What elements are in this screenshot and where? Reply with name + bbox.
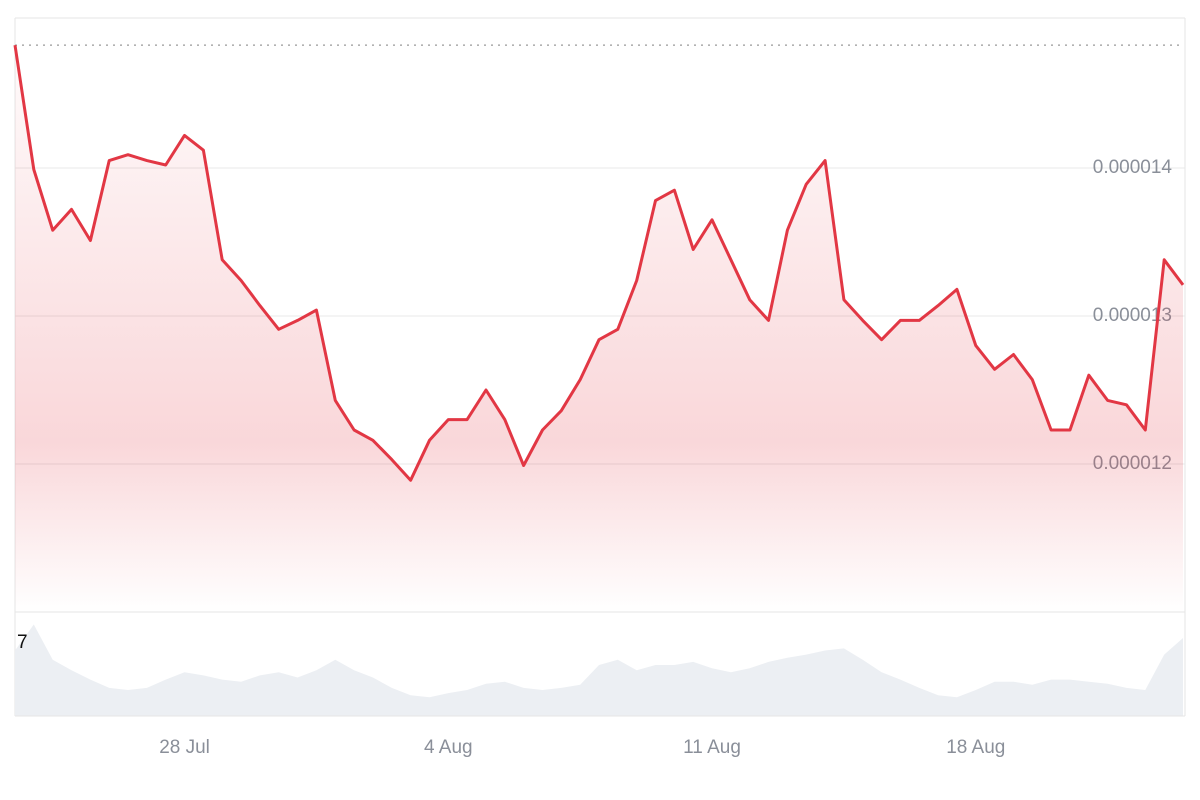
x-tick-label: 4 Aug — [424, 737, 473, 758]
y-tick-label: 0.000014 — [1093, 157, 1173, 178]
x-tick-label: 18 Aug — [946, 737, 1005, 758]
volume-tick-label: 7 — [17, 632, 28, 653]
price-line — [13, 44, 1185, 482]
y-tick-label: 0.000013 — [1093, 305, 1172, 326]
price-area — [15, 45, 1183, 612]
x-tick-label: 11 Aug — [683, 737, 741, 758]
volume-area — [15, 624, 1183, 716]
x-tick-label: 28 Jul — [159, 737, 210, 758]
